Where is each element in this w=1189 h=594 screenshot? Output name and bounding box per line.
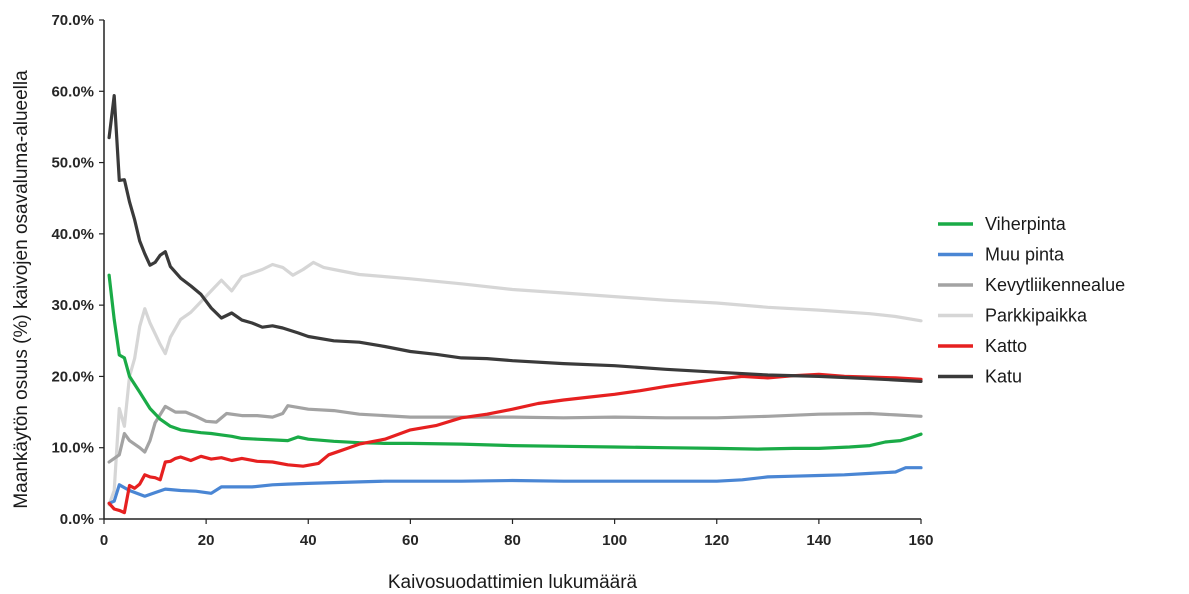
x-tick-label: 140	[806, 532, 831, 549]
y-axis-ticks: 0.0% 10.0% 20.0% 30.0% 40.0% 50.0% 60.0% 70.0%	[51, 12, 104, 528]
y-tick-label: 70.0%	[51, 12, 94, 29]
legend-item-katu: Katu	[938, 367, 1022, 387]
legend-item-parkkipaikka: Parkkipaikka	[938, 306, 1088, 326]
x-tick-label: 160	[908, 532, 933, 549]
legend: Viherpinta Muu pinta Kevytliikennealue Park…	[938, 214, 1125, 387]
legend-item-katto: Katto	[938, 336, 1027, 356]
y-tick-label: 0.0%	[60, 511, 94, 528]
y-tick-label: 30.0%	[51, 297, 94, 314]
legend-item-kevytliikennealue: Kevytliikennealue	[938, 275, 1125, 295]
legend-label: Katu	[985, 367, 1022, 387]
legend-label: Kevytliikennealue	[985, 275, 1125, 295]
legend-item-muu pinta: Muu pinta	[938, 245, 1065, 265]
series-line-katto	[107, 372, 923, 515]
x-tick-label: 60	[402, 532, 419, 549]
series-line-muu pinta	[107, 466, 923, 505]
x-axis-ticks: 0 20 40 60 80 100 120 140 160	[100, 519, 934, 549]
y-tick-label: 40.0%	[51, 226, 94, 243]
series-line-parkkipaikka	[107, 260, 923, 507]
x-tick-label: 120	[704, 532, 729, 549]
series-line-viherpinta	[107, 273, 923, 451]
y-tick-label: 60.0%	[51, 83, 94, 100]
x-axis-title: Kaivosuodattimien lukumäärä	[388, 572, 638, 593]
y-tick-label: 10.0%	[51, 440, 94, 457]
axes: 0.0%10.0%20.0%30.0%40.0%50.0%60.0%70.0% …	[51, 12, 933, 549]
y-tick-label: 50.0%	[51, 155, 94, 172]
legend-label: Parkkipaikka	[985, 306, 1088, 326]
series-lines	[107, 94, 923, 515]
x-tick-label: 100	[602, 532, 627, 549]
series-line-katu	[107, 94, 923, 383]
legend-label: Muu pinta	[985, 245, 1065, 265]
legend-item-viherpinta: Viherpinta	[938, 214, 1067, 234]
series-line-kevytliikennealue	[107, 404, 923, 464]
y-tick-label: 20.0%	[51, 368, 94, 385]
legend-label: Viherpinta	[985, 214, 1067, 234]
x-tick-label: 80	[504, 532, 521, 549]
y-axis-title: Maankäytön osuus (%) kaivojen osavaluma-…	[11, 70, 32, 509]
x-tick-label: 20	[198, 532, 215, 549]
legend-label: Katto	[985, 336, 1027, 356]
x-tick-label: 0	[100, 532, 108, 549]
x-tick-label: 40	[300, 532, 317, 549]
